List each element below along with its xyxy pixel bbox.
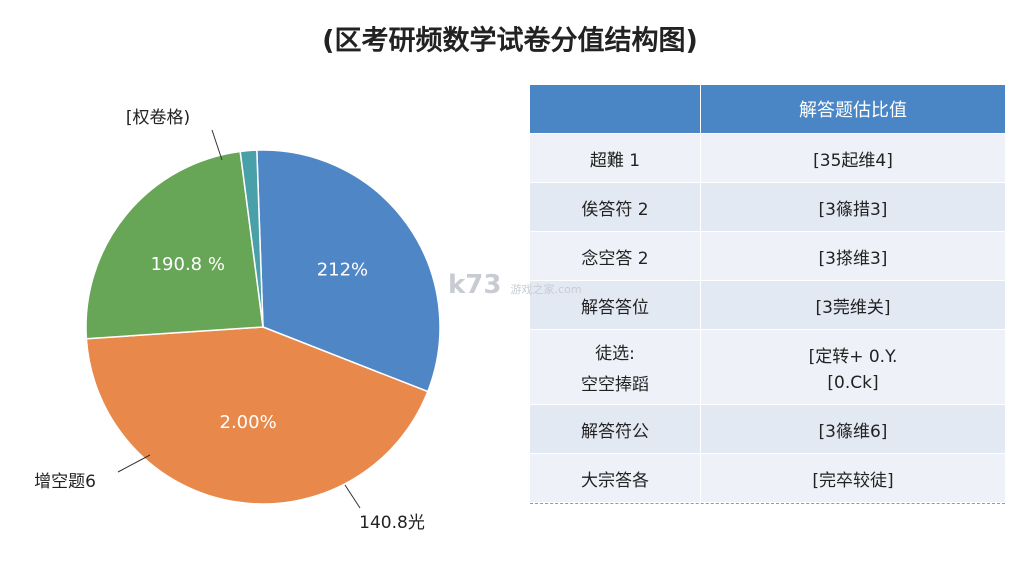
table-cell: [3篠维6] (701, 405, 1005, 453)
cell-text: 徒选: (595, 344, 635, 364)
table-row: 解答符公 [3篠维6] (530, 405, 1005, 454)
cell-text: 解答答位 (581, 297, 649, 318)
cell-text: [35起维4] (813, 150, 893, 171)
watermark-domain: .com (554, 283, 582, 296)
table-cell: [完卒较徒] (701, 454, 1005, 502)
cell-text: [定转+ 0.Y. (808, 346, 898, 367)
cell-text: 解答符公 (581, 421, 649, 442)
pie-slice (256, 149, 441, 393)
table-cell: 念空答 2 (530, 232, 701, 280)
cell-text: [3搽维3] (818, 248, 888, 269)
watermark-text: 游戏之家 (510, 283, 555, 296)
table-cell: 大宗答各 (530, 454, 701, 502)
cell-text: 俟答符 2 (581, 199, 649, 220)
callout-label: 增空题6 (34, 472, 96, 492)
table-header: 解答题估比值 (530, 85, 1005, 134)
table-row: 俟答符 2 [3篠措3] (530, 183, 1005, 232)
cell-text: 超難 1 (589, 150, 641, 171)
table: 解答题估比值超難 1 [35起维4] 俟答符 2 [3篠措3] 念空答 2 [3搽维3] 解… (530, 85, 1005, 504)
slice-label: 2.00% (220, 412, 277, 433)
header-cell (530, 85, 701, 133)
table-cell: 俟答符 2 (530, 183, 701, 231)
cell-text: 大宗答各 (581, 470, 649, 491)
watermark: k73 游戏之家.com (448, 270, 582, 300)
watermark-logo: k73 (448, 270, 502, 300)
table-cell: [3搽维3] (701, 232, 1005, 280)
table-row: 徒选: 空空捧蹈 [定转+ 0.Y. [0.Ck] (530, 330, 1005, 405)
pie-slice (239, 149, 264, 328)
callout-line (211, 129, 223, 161)
cell-text: [3篠维6] (818, 421, 888, 442)
table-cell: [定转+ 0.Y. [0.Ck] (701, 330, 1005, 404)
cell-text: 念空答 2 (581, 248, 649, 269)
cell-text: 空空捧蹈 (581, 375, 649, 395)
header-text: 解答题估比值 (799, 100, 907, 121)
table-row: 大宗答各 [完卒较徒] (530, 454, 1005, 503)
pie-slice (85, 150, 264, 340)
callout-line (117, 454, 151, 473)
callout-label: 140.8光 (359, 513, 425, 533)
table-cell: 徒选: 空空捧蹈 (530, 330, 701, 404)
table-cell: [3篠措3] (701, 183, 1005, 231)
chart-title: (区考研频数学试卷分值结构图) (322, 25, 698, 57)
table-cell: 解答符公 (530, 405, 701, 453)
cell-text: [0.Ck] (827, 372, 879, 393)
table-row: 念空答 2 [3搽维3] (530, 232, 1005, 281)
table-row: 超難 1 [35起维4] (530, 134, 1005, 183)
header-cell: 解答题估比值 (701, 85, 1005, 133)
table-cell: 超難 1 (530, 134, 701, 182)
table-cell: 解答答位 (530, 281, 701, 329)
cell-text: [完卒较徒] (812, 470, 894, 491)
pie-slice (85, 326, 429, 505)
slice-label: 190.8 % (151, 254, 225, 275)
table-cell: [35起维4] (701, 134, 1005, 182)
table-cell: [3莞维关] (701, 281, 1005, 329)
table-row: 解答答位 [3莞维关] (530, 281, 1005, 330)
slice-label: 212% (317, 260, 368, 281)
callout-line (344, 484, 361, 509)
cell-text: [3篠措3] (818, 199, 888, 220)
cell-text: [3莞维关] (815, 297, 891, 318)
callout-label: [权卷格) (126, 108, 190, 128)
